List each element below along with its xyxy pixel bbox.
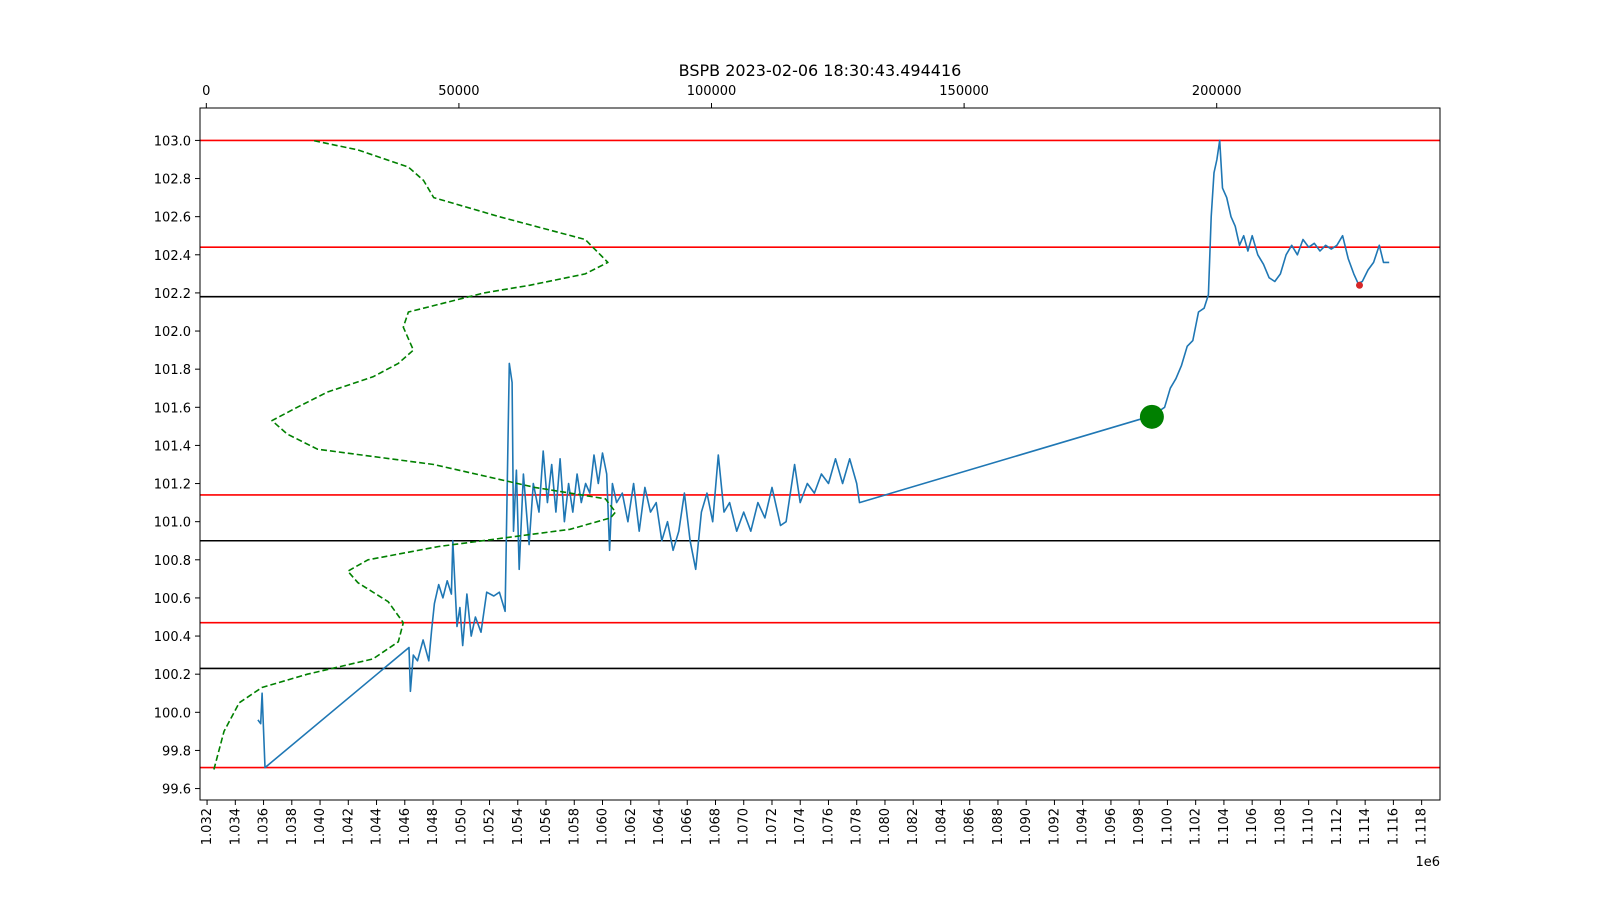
x-tick-label: 1.086: [963, 808, 978, 845]
x-tick-label: 1.082: [906, 808, 921, 845]
price-line: [257, 139, 1390, 769]
x-tick-label: 1.034: [228, 808, 243, 845]
x-tick-label: 1.096: [1104, 808, 1119, 845]
x-tick-label: 1.078: [850, 808, 865, 845]
y-tick-label: 100.4: [154, 630, 191, 645]
x-tick-label: 1.084: [934, 808, 949, 845]
x-tick-label: 1.066: [680, 808, 695, 845]
volume-profile-line: [213, 139, 617, 770]
plot-frame: [199, 107, 1441, 801]
x-tick-label: 1.074: [793, 808, 808, 845]
x-tick-label: 1.044: [370, 808, 385, 845]
x-tick-label: 1.054: [511, 808, 526, 845]
x-tick-label: 1.112: [1330, 808, 1345, 845]
x-tick-label: 1.036: [257, 808, 272, 845]
top-tick-label: 100000: [687, 84, 737, 99]
x-tick-label: 1.072: [765, 808, 780, 845]
x-tick-label: 1.118: [1415, 808, 1430, 845]
x-tick-label: 1.062: [624, 808, 639, 845]
x-tick-label: 1.032: [200, 808, 215, 845]
top-tick-label: 150000: [939, 84, 989, 99]
y-tick-label: 100.2: [154, 668, 191, 683]
x-tick-label: 1.094: [1076, 808, 1091, 845]
x-tick-label: 1.068: [708, 808, 723, 845]
x-tick-label: 1.114: [1358, 808, 1373, 845]
y-tick-label: 99.6: [162, 783, 191, 798]
x-tick-label: 1.104: [1217, 808, 1232, 845]
x-tick-label: 1.102: [1189, 808, 1204, 845]
x-tick-label: 1.090: [1019, 808, 1034, 845]
series-layer: [213, 139, 1390, 770]
y-tick-label: 101.4: [154, 439, 191, 454]
y-tick-label: 100.6: [154, 592, 191, 607]
x-tick-label: 1.056: [539, 808, 554, 845]
x-tick-label: 1.060: [596, 808, 611, 845]
y-tick-label: 99.8: [162, 744, 191, 759]
x-tick-label: 1.106: [1245, 808, 1260, 845]
x-tick-label: 1.050: [454, 808, 469, 845]
y-tick-label: 102.8: [154, 173, 191, 188]
y-tick-label: 101.0: [154, 516, 191, 531]
entry-marker: [1139, 404, 1164, 429]
exit-marker: [1355, 281, 1363, 289]
plot-area: [200, 108, 1440, 800]
y-tick-label: 102.2: [154, 287, 191, 302]
x-tick-label: 1.108: [1273, 808, 1288, 845]
y-tick-label: 101.6: [154, 401, 191, 416]
y-tick-label: 102.6: [154, 211, 191, 226]
x-tick-label: 1.040: [313, 808, 328, 845]
x-tick-label: 1.042: [341, 808, 356, 845]
top-tick-label: 50000: [438, 84, 479, 99]
x-tick-label: 1.100: [1160, 808, 1175, 845]
x-tick-label: 1.038: [285, 808, 300, 845]
y-tick-label: 100.8: [154, 554, 191, 569]
x-tick-label: 1.048: [426, 808, 441, 845]
x-tick-label: 1.052: [483, 808, 498, 845]
x-tick-label: 1.058: [567, 808, 582, 845]
x-tick-label: 1.092: [1047, 808, 1062, 845]
top-tick-label: 0: [202, 84, 210, 99]
y-tick-label: 101.2: [154, 478, 191, 493]
x-offset-label: 1e6: [1415, 855, 1440, 870]
top-tick-label: 200000: [1192, 84, 1242, 99]
y-tick-label: 102.4: [154, 249, 191, 264]
x-axis-bottom: 1.032 1.034 1.036 1.038 1.040 1.042 1.044 1.046…: [200, 800, 1430, 845]
x-axis-top: 0 50000 100000 150000 200000: [202, 84, 1242, 108]
y-tick-label: 102.0: [154, 325, 191, 340]
x-tick-label: 1.098: [1132, 808, 1147, 845]
x-tick-label: 1.070: [737, 808, 752, 845]
x-tick-label: 1.110: [1302, 808, 1317, 845]
y-tick-label: 100.0: [154, 706, 191, 721]
x-tick-label: 1.116: [1386, 808, 1401, 845]
x-tick-label: 1.076: [821, 808, 836, 845]
chart-title: BSPB 2023-02-06 18:30:43.494416: [679, 61, 962, 80]
x-tick-label: 1.046: [398, 808, 413, 845]
marker-layer: [1139, 281, 1363, 429]
y-tick-label: 103.0: [154, 134, 191, 149]
x-tick-label: 1.064: [652, 808, 667, 845]
y-tick-label: 101.8: [154, 363, 191, 378]
x-tick-label: 1.080: [878, 808, 893, 845]
level-lines: [200, 139, 1440, 769]
x-tick-label: 1.088: [991, 808, 1006, 845]
y-axis-left: 99.6 99.8 100.0 100.2 100.4 100.6 100.8 101.0 10…: [154, 134, 200, 798]
